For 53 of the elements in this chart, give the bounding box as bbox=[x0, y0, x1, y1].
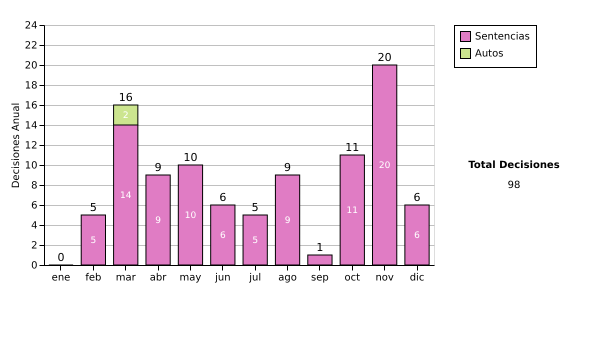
x-tick-label: sep bbox=[311, 272, 329, 284]
y-tick-label: 18 bbox=[24, 80, 38, 92]
y-tick-label: 20 bbox=[24, 60, 38, 72]
y-tick-label: 6 bbox=[31, 200, 38, 212]
x-tick-label: mar bbox=[116, 272, 137, 284]
y-axis-title: Decisiones Anual bbox=[10, 102, 22, 188]
x-tick-label: ago bbox=[278, 272, 297, 284]
total-label: 11 bbox=[345, 141, 360, 154]
x-tick-label: nov bbox=[375, 272, 394, 284]
data-label: 14 bbox=[120, 191, 132, 201]
total-label: 9 bbox=[284, 161, 292, 174]
y-tick-label: 4 bbox=[31, 220, 38, 232]
legend-label: Sentencias bbox=[475, 32, 530, 42]
data-label: 2 bbox=[122, 111, 129, 121]
data-label: 20 bbox=[378, 161, 391, 171]
data-label: 5 bbox=[90, 236, 96, 246]
y-tick-label: 22 bbox=[24, 40, 38, 52]
data-label: 11 bbox=[346, 206, 358, 216]
y-tick-label: 0 bbox=[31, 260, 38, 272]
data-label: 10 bbox=[184, 211, 196, 221]
y-tick-label: 14 bbox=[24, 120, 38, 132]
data-label: 9 bbox=[155, 216, 162, 226]
x-tick-label: feb bbox=[85, 272, 102, 284]
data-label: 9 bbox=[284, 216, 291, 226]
data-label: 6 bbox=[414, 231, 420, 241]
data-label: 6 bbox=[220, 231, 226, 241]
x-tick-label: ene bbox=[52, 272, 70, 284]
y-tick-label: 16 bbox=[24, 100, 38, 112]
data-label: 5 bbox=[252, 236, 258, 246]
total-label: 6 bbox=[219, 191, 226, 204]
legend-label: Autos bbox=[475, 48, 504, 60]
x-tick-label: oct bbox=[344, 272, 360, 284]
total-label: 16 bbox=[118, 91, 133, 104]
total-label: 9 bbox=[154, 161, 162, 174]
total-label: 5 bbox=[252, 201, 259, 214]
total-label: 10 bbox=[183, 151, 198, 164]
x-tick-label: abr bbox=[150, 272, 168, 284]
total-label: 1 bbox=[316, 241, 324, 254]
text: 98 bbox=[508, 180, 520, 191]
y-tick-label: 8 bbox=[31, 180, 38, 192]
x-tick-label: may bbox=[180, 272, 202, 284]
y-tick-label: 2 bbox=[31, 240, 38, 252]
x-tick-label: dic bbox=[410, 272, 424, 284]
x-tick-label: jul bbox=[248, 272, 262, 284]
y-tick-label: 24 bbox=[24, 20, 38, 32]
x-tick-label: jun bbox=[214, 272, 231, 284]
y-tick-label: 12 bbox=[24, 140, 38, 152]
total-label: 5 bbox=[90, 201, 97, 214]
total-label: 0 bbox=[57, 251, 64, 264]
total-label: 20 bbox=[378, 51, 392, 64]
total-label: 6 bbox=[414, 191, 421, 204]
y-tick-label: 10 bbox=[24, 160, 38, 172]
text: Total Decisiones bbox=[468, 160, 560, 171]
